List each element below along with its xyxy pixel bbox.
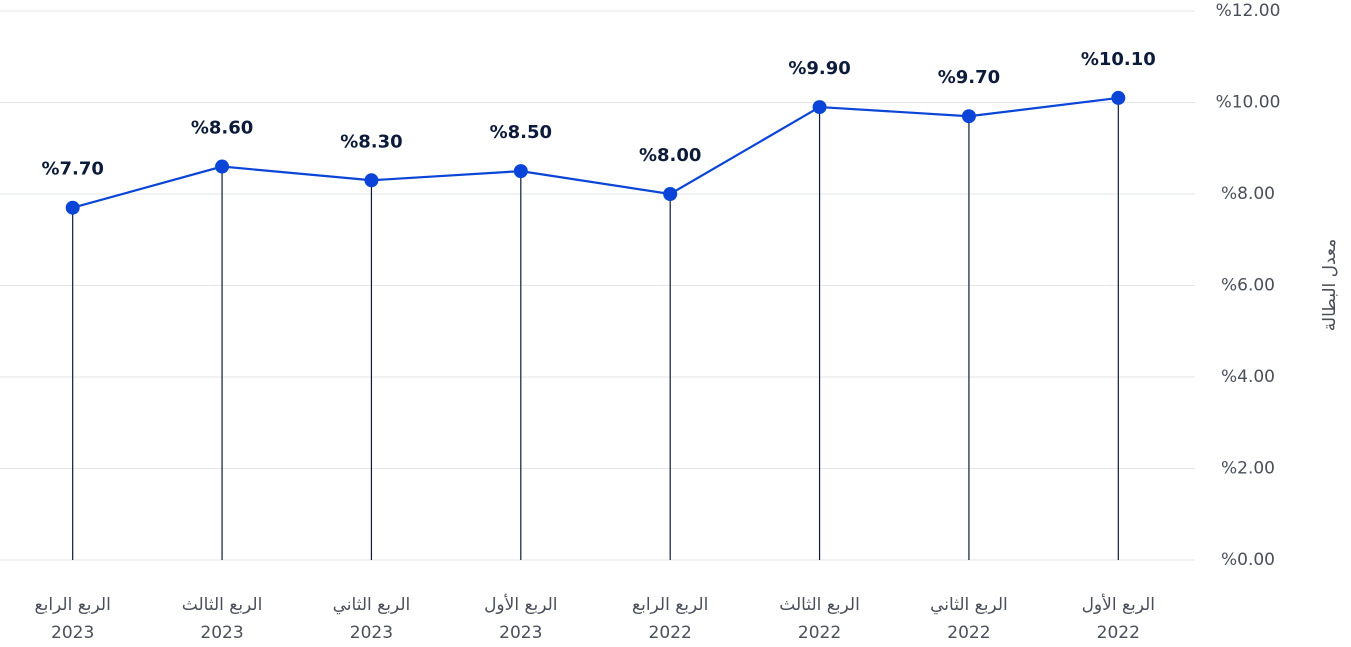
value-label: %10.10 <box>1081 49 1156 70</box>
x-tick-label: الربع الثاني <box>333 595 411 615</box>
x-tick-label: الربع الأول <box>1082 594 1155 615</box>
point <box>65 200 80 215</box>
x-tick-label: 2023 <box>499 623 542 643</box>
value-label: %8.60 <box>191 118 253 139</box>
point <box>513 164 528 179</box>
point <box>812 100 827 115</box>
x-tick-label: 2022 <box>798 623 841 643</box>
point <box>961 109 976 124</box>
value-label: %9.70 <box>938 67 1000 88</box>
point <box>1111 90 1126 105</box>
y-tick-label: %12.00 <box>1216 1 1281 21</box>
x-tick-label: الربع الثاني <box>930 595 1008 615</box>
x-tick-label: الربع الثالث <box>182 595 263 615</box>
value-label: %8.00 <box>639 145 701 166</box>
value-label: %9.90 <box>788 58 850 79</box>
point <box>364 173 379 188</box>
x-tick-label: الربع الأول <box>484 594 557 615</box>
y-tick-label: %6.00 <box>1221 276 1275 296</box>
point <box>663 187 678 201</box>
value-label: %7.70 <box>41 159 103 180</box>
x-tick-label: 2023 <box>51 623 94 643</box>
value-label: %8.30 <box>340 131 402 152</box>
x-tick-label: 2022 <box>649 623 692 643</box>
point <box>215 159 230 174</box>
y-tick-label: %10.00 <box>1216 93 1281 113</box>
x-tick-label: الربع الثالث <box>779 595 860 615</box>
x-tick-label: الربع الرابع <box>35 595 111 615</box>
x-tick-label: الربع الرابع <box>632 595 708 615</box>
value-label: %8.50 <box>490 122 552 143</box>
x-tick-label: 2022 <box>947 623 990 643</box>
y-tick-label: %2.00 <box>1221 459 1275 479</box>
y-tick-label: %0.00 <box>1221 550 1275 570</box>
y-tick-label: %8.00 <box>1221 184 1275 204</box>
y-tick-label: %4.00 <box>1221 367 1275 387</box>
x-tick-label: 2023 <box>200 623 243 643</box>
y-axis-title: معدل البطالة <box>1320 239 1340 331</box>
line <box>72 96 1119 209</box>
x-tick-label: 2022 <box>1097 623 1140 643</box>
x-tick-label: 2023 <box>350 623 393 643</box>
